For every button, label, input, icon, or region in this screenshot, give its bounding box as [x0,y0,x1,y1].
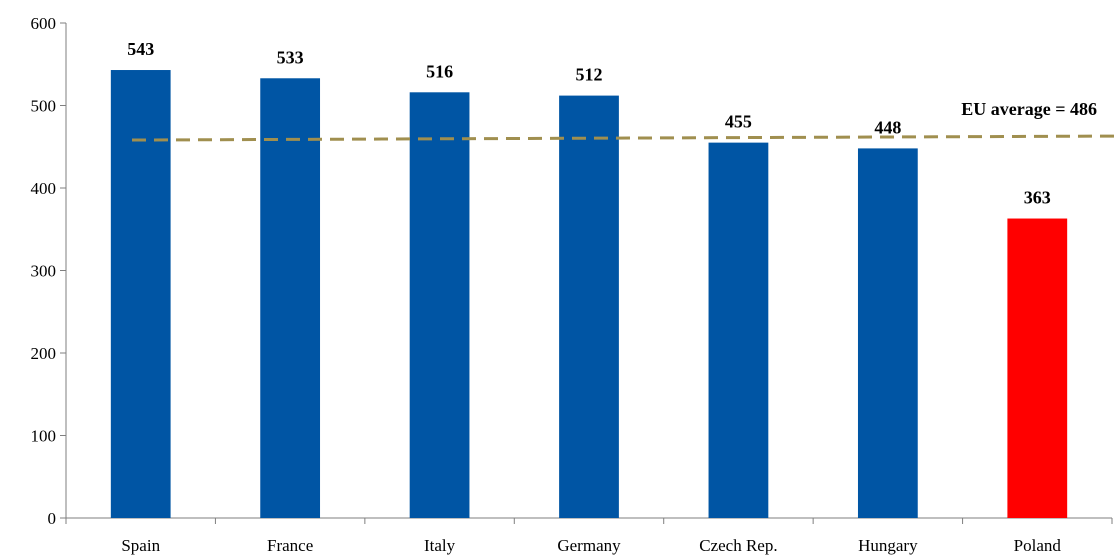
bar-spain [110,70,171,519]
x-tick-label: Poland [1014,536,1062,555]
data-label: 448 [874,117,901,137]
data-labels: 543 533 516 512 455 448 363 [127,39,1051,208]
x-tick-label: Czech Rep. [699,536,777,555]
bar-germany [559,95,619,518]
bar-italy [409,92,470,519]
eu-average-line [131,134,1118,142]
data-label: 543 [127,39,154,59]
bars [110,70,1068,519]
y-tick-label: 0 [48,509,57,528]
data-label: 455 [725,112,752,132]
x-tick-label: Hungary [858,536,918,555]
bar-poland [1007,218,1068,518]
bar-france [260,78,321,519]
x-tick-label: Italy [424,536,456,555]
y-tick-label: 600 [31,14,57,33]
y-tick-label: 400 [31,179,57,198]
y-tick-label: 500 [31,97,57,116]
eu-average-label: EU average = 486 [961,99,1097,119]
reference-line-group: EU average = 486 [131,99,1118,142]
bar-czech-rep [708,142,769,518]
data-label: 512 [576,65,603,85]
data-label: 516 [426,61,453,81]
y-tick-label: 200 [31,344,57,363]
bar-hungary [857,148,918,518]
y-axis: 0 100 200 300 400 500 600 [31,14,67,528]
x-tick-label: Germany [557,536,621,555]
x-axis: Spain France Italy Germany Czech Rep. Hungary… [65,517,1113,555]
x-tick-label: Spain [121,536,160,555]
y-tick-label: 300 [31,262,57,281]
x-tick-label: France [267,536,313,555]
data-label: 533 [277,47,304,67]
data-label: 363 [1024,188,1051,208]
y-tick-label: 100 [31,427,57,446]
